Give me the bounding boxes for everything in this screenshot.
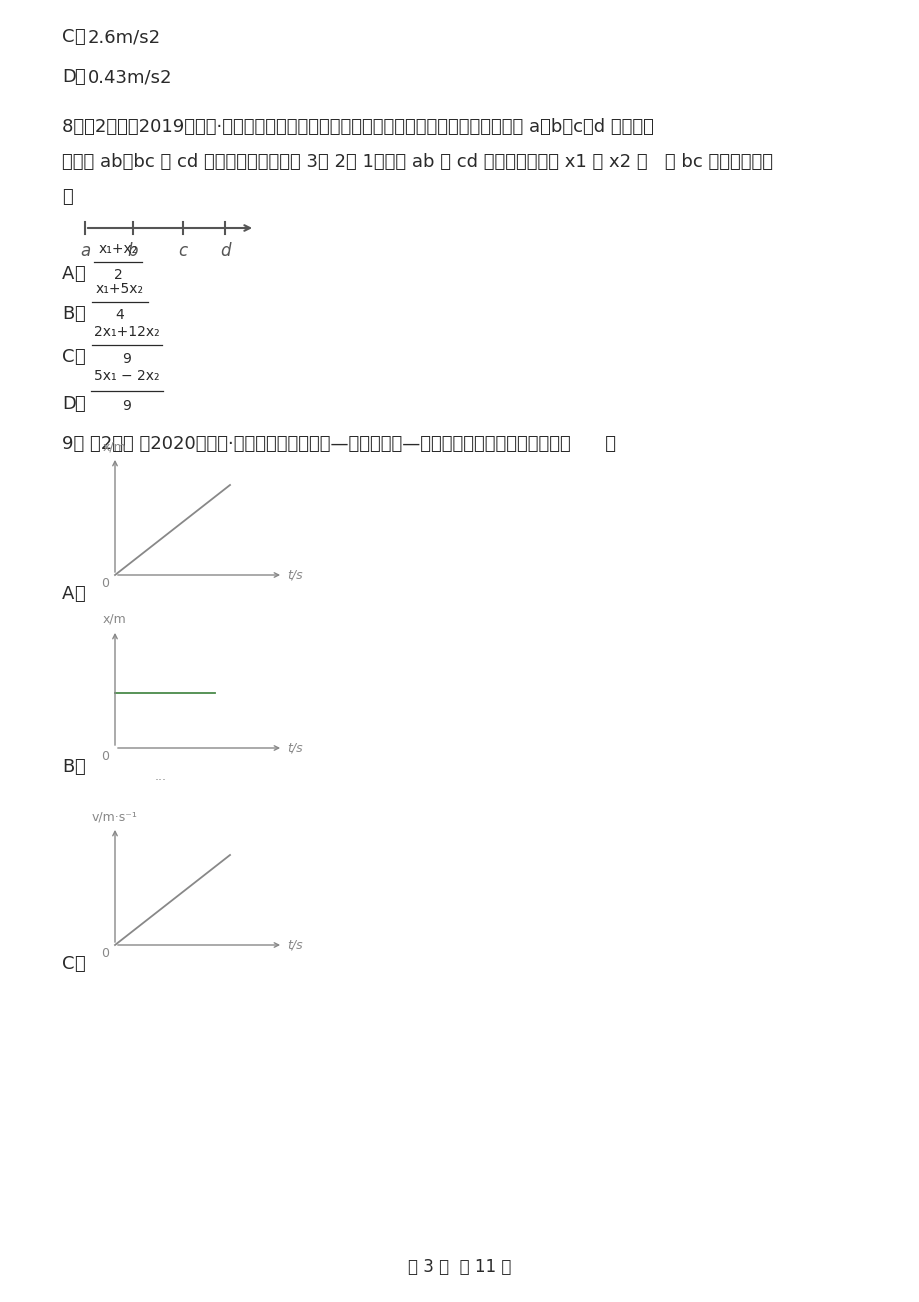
Text: C: C <box>62 29 74 46</box>
Text: v/m·s⁻¹: v/m·s⁻¹ <box>92 810 138 823</box>
Text: 0: 0 <box>101 947 108 960</box>
Text: A: A <box>62 266 74 283</box>
Text: D: D <box>62 68 75 86</box>
Text: c: c <box>178 242 187 260</box>
Text: 0: 0 <box>101 750 108 763</box>
Text: d: d <box>220 242 230 260</box>
Text: ．: ． <box>74 954 85 973</box>
Text: D: D <box>62 395 75 413</box>
Text: x₁+5x₂: x₁+5x₂ <box>96 283 144 296</box>
Text: 9: 9 <box>122 352 131 366</box>
Text: B: B <box>62 305 74 323</box>
Text: ．: ． <box>74 305 85 323</box>
Text: 5x₁ − 2x₂: 5x₁ − 2x₂ <box>94 368 160 383</box>
Text: 0.43m/s2: 0.43m/s2 <box>88 68 173 86</box>
Text: 2: 2 <box>114 268 122 283</box>
Text: C: C <box>62 954 74 973</box>
Text: b: b <box>128 242 138 260</box>
Text: x/m: x/m <box>103 613 127 626</box>
Text: t/s: t/s <box>287 742 302 754</box>
Text: 8．（2分）（2019高一上·天津月考）如图所示，一个质点做匀匹加速直线运动，依次经过 a、b、c、d 四点，已: 8．（2分）（2019高一上·天津月考）如图所示，一个质点做匀匹加速直线运动，依… <box>62 118 653 135</box>
Text: x₁+x₂: x₁+x₂ <box>98 242 138 256</box>
Text: ．: ． <box>74 68 85 86</box>
Text: ．: ． <box>74 758 85 776</box>
Text: B: B <box>62 758 74 776</box>
Text: 4: 4 <box>116 309 124 322</box>
Text: C: C <box>62 348 74 366</box>
Text: ．: ． <box>74 585 85 603</box>
Text: ）: ） <box>62 187 73 206</box>
Text: 2x₁+12x₂: 2x₁+12x₂ <box>94 326 160 339</box>
Text: A: A <box>62 585 74 603</box>
Text: ．: ． <box>74 29 85 46</box>
Text: ...: ... <box>154 769 167 783</box>
Text: 0: 0 <box>101 577 108 590</box>
Text: ．: ． <box>74 266 85 283</box>
Text: ．: ． <box>74 395 85 413</box>
Text: x/m: x/m <box>103 440 127 453</box>
Text: ．: ． <box>74 348 85 366</box>
Text: 2.6m/s2: 2.6m/s2 <box>88 29 161 46</box>
Text: a: a <box>80 242 90 260</box>
Text: t/s: t/s <box>287 939 302 952</box>
Text: 9． （2分） （2020高一上·天津期末）下列位移—时间、速度—时间图像中表示物体静止的是（      ）: 9． （2分） （2020高一上·天津期末）下列位移—时间、速度—时间图像中表示… <box>62 435 616 453</box>
Text: t/s: t/s <box>287 569 302 582</box>
Text: 第 3 页  共 11 页: 第 3 页 共 11 页 <box>408 1258 511 1276</box>
Text: 知经过 ab、bc 和 cd 三段所用时间之比为 3： 2： 1，通过 ab 和 cd 段的位移分别为 x1 和 x2 ，   则 bc 段的位移为（: 知经过 ab、bc 和 cd 三段所用时间之比为 3： 2： 1，通过 ab 和… <box>62 154 772 171</box>
Text: 9: 9 <box>122 398 131 413</box>
